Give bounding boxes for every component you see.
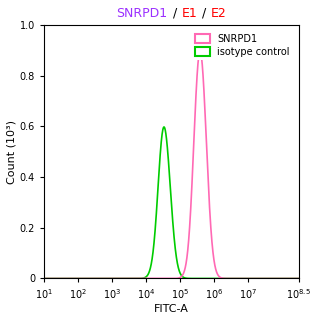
X-axis label: FITC-A: FITC-A	[154, 304, 189, 314]
Text: E1: E1	[182, 7, 197, 20]
Text: E2: E2	[211, 7, 226, 20]
Y-axis label: Count (10³): Count (10³)	[7, 120, 17, 184]
Text: SNRPD1: SNRPD1	[116, 7, 167, 20]
Text: /: /	[198, 7, 210, 20]
Legend: SNRPD1, isotype control: SNRPD1, isotype control	[191, 30, 294, 60]
Text: /: /	[169, 7, 181, 20]
